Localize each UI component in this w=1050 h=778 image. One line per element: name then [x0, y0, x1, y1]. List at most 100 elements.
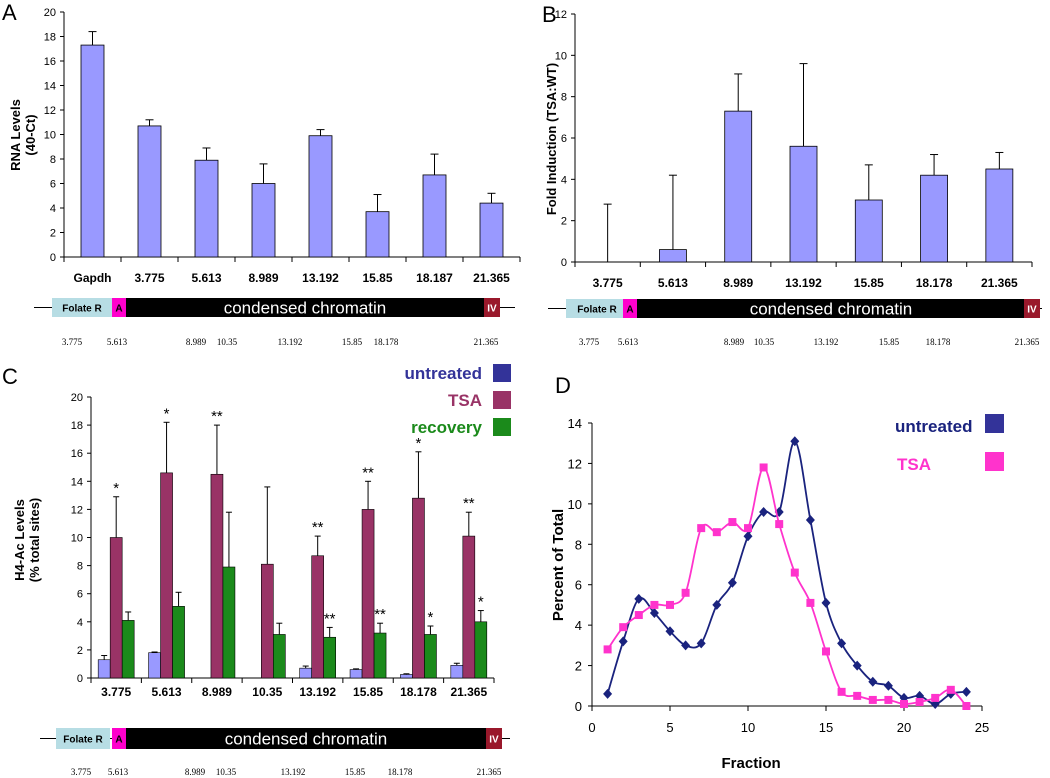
panel-letter-d: D	[555, 373, 571, 398]
legend-swatch	[493, 391, 511, 409]
y-tick-label: 8	[561, 92, 567, 104]
panel-a-chart: 0 2 4 6 8 10 12 14 16 18 20 Gapdh 3.775 5.613 8.989 13.…	[8, 7, 521, 285]
y-tick-label: 20	[71, 392, 83, 404]
y-tick-label: 8	[77, 561, 83, 573]
category-label: 18.187	[416, 271, 453, 285]
data-point-untreated	[759, 506, 769, 517]
category-label: 21.365	[450, 685, 487, 699]
data-point-tsa	[634, 611, 643, 620]
legend-label: TSA	[448, 391, 482, 410]
x-tick-label: 5	[666, 720, 673, 735]
bar-untreated	[400, 674, 413, 679]
y-tick-label: 0	[561, 257, 567, 269]
data-point-untreated	[837, 638, 847, 649]
bar-recovery	[373, 632, 387, 679]
category-label: 15.85	[854, 276, 884, 290]
bar	[80, 44, 105, 258]
map-position-label: 10.35	[754, 337, 775, 347]
bar	[137, 125, 162, 258]
map-position-label: 21.365	[474, 337, 499, 347]
data-point-untreated	[681, 640, 691, 651]
folate-label: Folate R	[62, 304, 102, 315]
map-position-label: 10.35	[216, 767, 237, 777]
category-label: 3.775	[134, 271, 164, 285]
data-point-tsa	[681, 588, 690, 597]
y-tick-label: 12	[555, 9, 567, 21]
panel-letter-c: C	[2, 364, 18, 389]
series-line-untreated	[606, 440, 967, 705]
data-point-tsa	[806, 598, 815, 607]
data-point-untreated	[618, 636, 628, 647]
data-point-untreated	[868, 676, 878, 687]
y-tick-label: 8	[575, 537, 582, 552]
bar	[194, 159, 219, 258]
region-a	[112, 728, 126, 749]
y-tick-label: 10	[568, 497, 582, 512]
bar	[479, 202, 504, 258]
y-tick-label: 18	[44, 32, 56, 44]
category-label: Gapdh	[74, 271, 112, 285]
y-tick-label: 12	[71, 504, 83, 516]
bar-untreated	[450, 665, 464, 679]
legend-label: untreated	[405, 364, 482, 383]
data-point-tsa	[790, 568, 799, 577]
panel-letter-b: B	[542, 2, 557, 27]
map-position-label: 3.775	[62, 337, 83, 347]
y-tick-label: 2	[575, 659, 582, 674]
y-tick-label: 8	[50, 154, 56, 166]
y-tick-label: 10	[44, 130, 56, 142]
region-iv	[486, 728, 502, 749]
y-axis-label: Fold Induction (TSA:WT)	[544, 63, 559, 215]
y-tick-label: 0	[575, 699, 582, 714]
region-iv-label: IV	[487, 304, 497, 315]
y-axis-label: Percent of Total	[550, 509, 567, 621]
data-point-tsa	[822, 647, 830, 656]
data-point-tsa	[603, 645, 612, 654]
region-a-label: A	[626, 305, 633, 316]
data-point-tsa	[868, 695, 877, 704]
map-position-label: 15.85	[879, 337, 900, 347]
bar-TSA	[462, 535, 476, 679]
bar	[251, 183, 276, 258]
map-position-label: 8.989	[185, 767, 206, 777]
data-point-untreated	[603, 688, 613, 699]
category-label: 13.192	[299, 685, 336, 699]
bar-TSA	[160, 472, 173, 679]
map-position-label: 13.192	[814, 337, 839, 347]
folate-label: Folate R	[63, 735, 103, 746]
y-tick-label: 4	[77, 617, 83, 629]
data-point-tsa	[650, 600, 659, 609]
data-point-untreated	[961, 686, 971, 697]
data-point-untreated	[712, 599, 722, 610]
condensed-chromatin-region	[126, 298, 484, 317]
data-point-tsa	[915, 697, 924, 706]
data-point-untreated	[883, 680, 893, 691]
map-position-label: 5.613	[107, 337, 128, 347]
category-label: 3.775	[593, 276, 623, 290]
significance-mark: **	[463, 495, 475, 512]
legend-swatch	[985, 452, 1004, 471]
data-point-tsa	[900, 699, 908, 708]
significance-mark: *	[478, 594, 484, 611]
data-point-untreated	[665, 626, 675, 637]
folate-region	[566, 299, 628, 318]
data-point-tsa	[931, 693, 940, 702]
condensed-chromatin-region	[126, 728, 486, 749]
category-label: 15.85	[353, 685, 383, 699]
data-point-untreated	[805, 515, 815, 526]
category-label: 5.613	[152, 685, 182, 699]
condensed-chromatin-label: condensed chromatin	[750, 300, 913, 319]
folate-region	[56, 728, 110, 749]
y-tick-label: 14	[44, 81, 56, 93]
category-label: 3.775	[101, 685, 131, 699]
map-position-label: 18.178	[388, 767, 413, 777]
x-tick-label: 20	[897, 720, 911, 735]
bar-untreated	[349, 669, 363, 679]
data-point-untreated	[743, 531, 753, 542]
bar	[724, 110, 753, 263]
bar-TSA	[412, 497, 425, 679]
category-label: 13.192	[302, 271, 339, 285]
bar-TSA	[261, 563, 274, 679]
legend-label: TSA	[897, 455, 931, 474]
